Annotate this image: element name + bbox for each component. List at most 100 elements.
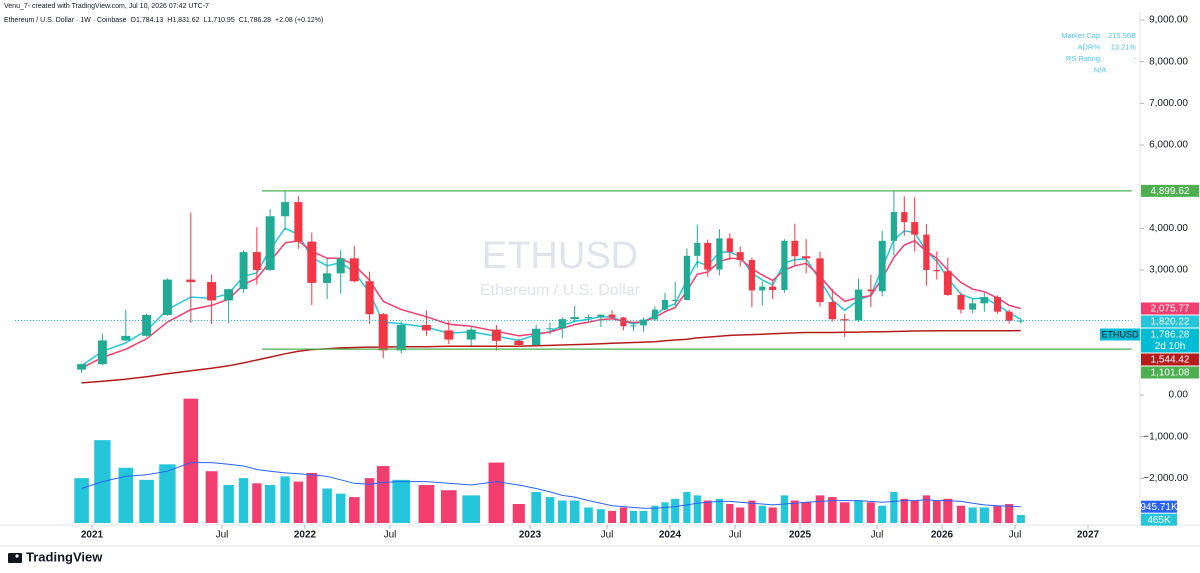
candle-body: [207, 282, 217, 301]
volume-bar: [252, 483, 262, 523]
volume-bar: [910, 500, 919, 523]
price-marker-label: 1,101.08: [1151, 368, 1190, 379]
candle-body: [252, 252, 261, 270]
candle-body: [683, 255, 691, 300]
candle-body: [828, 302, 837, 320]
x-tick-label: 2022: [294, 530, 317, 541]
volume-bar: [828, 497, 837, 523]
volume-marker: [1141, 500, 1177, 513]
candle-body: [239, 252, 248, 290]
volume-bar: [932, 500, 941, 523]
volume-bar: [866, 502, 875, 523]
volume-bar: [139, 479, 154, 523]
candle-body: [969, 303, 977, 310]
candle-body: [661, 300, 669, 310]
volume-bar: [322, 488, 332, 523]
symbol-tag-label: ETHUSD: [1101, 329, 1139, 339]
volume-bar: [726, 504, 734, 523]
x-tick-label: 2023: [519, 530, 542, 541]
volume-bar: [1005, 504, 1014, 523]
candle-body: [558, 319, 567, 329]
volume-bar: [264, 485, 276, 523]
volume-bar: [376, 466, 390, 523]
volume-bar: [584, 507, 593, 523]
candle-body: [911, 222, 919, 235]
volume-marker-label: 945.71K: [1140, 502, 1178, 513]
info-key: ADR%: [1077, 42, 1100, 51]
plot-area: [14, 190, 1132, 523]
volume-bar: [569, 500, 580, 523]
candle-body: [923, 234, 930, 270]
legend-key: O: [131, 17, 137, 24]
info-value: 13.21%: [1111, 42, 1137, 51]
price-marker-label: 4,899.62: [1151, 186, 1190, 197]
candle-body: [597, 314, 605, 318]
symbol-tag: [1100, 328, 1140, 341]
brand: TradingView: [26, 549, 103, 564]
watermark-symbol: ETHUSD: [482, 235, 638, 277]
candle-body: [584, 317, 593, 319]
volume-bar: [790, 500, 799, 523]
volume-bar: [900, 498, 908, 523]
candle-body: [791, 240, 799, 257]
info-key: Market Cap: [1061, 31, 1100, 40]
candle-body: [943, 271, 952, 295]
candle-body: [77, 364, 87, 370]
y-tick-label: 9,000.00: [1149, 15, 1188, 26]
candle-body: [854, 289, 863, 321]
candle-body: [570, 317, 579, 320]
volume-bar: [661, 502, 669, 523]
legend-value: 1,710.95: [207, 17, 234, 24]
x-tick-label: 2026: [931, 530, 954, 541]
volume-bar: [943, 498, 953, 523]
volume-bar: [159, 464, 176, 523]
candle-body: [1005, 311, 1013, 321]
y-tick-label: −1,000.00: [1143, 431, 1188, 442]
volume-bar: [1016, 514, 1025, 523]
candle-body: [294, 202, 303, 242]
price-marker-label: 1,820.22: [1151, 317, 1190, 328]
y-tick-label: 8,000.00: [1149, 56, 1188, 67]
legend-value: 1,784.13: [136, 17, 163, 24]
legend-key: C: [239, 17, 244, 24]
volume-marker: [1141, 513, 1177, 526]
x-tick-label: Jul: [729, 530, 742, 541]
info-note: N/A: [1094, 65, 1107, 74]
y-tick-label: 6,000.00: [1149, 140, 1188, 151]
candle-body: [336, 258, 345, 274]
candle-body: [651, 309, 658, 320]
x-tick-label: Jul: [601, 530, 614, 541]
volume-bar: [922, 495, 931, 523]
volume-bar: [183, 398, 199, 523]
volume-bar: [736, 507, 745, 523]
volume-bar: [238, 478, 249, 523]
candle-body: [466, 329, 476, 340]
volume-bar: [801, 502, 812, 523]
volume-bar: [639, 510, 648, 523]
volume-bar: [596, 509, 605, 523]
volume-bar: [545, 497, 555, 523]
moving-average: [81, 329, 1021, 384]
candle-body: [514, 340, 524, 345]
price-markers: 4,899.62 2,075.77 1,820.22 ETHUSD 1,786.282d…: [1100, 184, 1199, 526]
volume-bar: [488, 462, 505, 523]
candle-body: [546, 328, 554, 330]
candle-body: [890, 212, 898, 241]
volume-bar: [118, 467, 134, 523]
countdown: 2d 10h: [1155, 341, 1186, 352]
volume-bar: [306, 472, 318, 523]
candle-body: [307, 241, 317, 283]
candle-body: [980, 297, 989, 304]
candle-body: [378, 314, 388, 351]
candle-body: [265, 216, 275, 270]
legend: Ethereum / U.S. Dollar · 1W · Coinbase O 1…: [4, 17, 323, 24]
volume-bar: [651, 505, 659, 523]
volume-bar: [671, 498, 680, 523]
price-marker-label: 1,544.42: [1151, 355, 1190, 366]
volume-bar: [280, 476, 290, 523]
x-tick-label: 2027: [1077, 530, 1100, 541]
volume-bar: [293, 481, 304, 523]
candle-body: [704, 242, 712, 270]
